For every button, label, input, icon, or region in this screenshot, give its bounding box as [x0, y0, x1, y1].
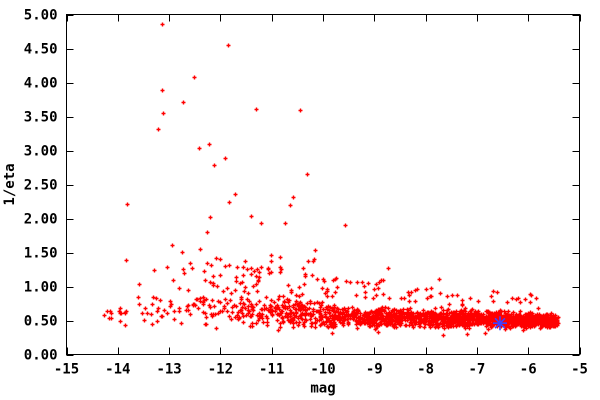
x-tick-label: -7 — [468, 362, 485, 378]
y-tick-label: 4.00 — [24, 76, 58, 92]
x-tick-label: -14 — [105, 362, 130, 378]
x-tick-label: -8 — [417, 362, 434, 378]
y-tick-label: 0.50 — [24, 314, 58, 330]
y-tick-label: 5.00 — [24, 8, 58, 24]
x-tick-label: -13 — [156, 362, 181, 378]
y-tick-label: 4.50 — [24, 42, 58, 58]
x-tick-label: -12 — [208, 362, 233, 378]
x-axis-label: mag — [310, 381, 335, 397]
y-tick-label: 3.00 — [24, 144, 58, 160]
x-tick-label: -6 — [520, 362, 537, 378]
y-tick-label: 2.00 — [24, 212, 58, 228]
x-tick-label: -9 — [366, 362, 383, 378]
x-tick-label: -11 — [259, 362, 284, 378]
y-tick-label: 0.00 — [24, 348, 58, 364]
y-tick-label: 3.50 — [24, 110, 58, 126]
scatter-points — [102, 22, 561, 338]
y-tick-label: 1.50 — [24, 246, 58, 262]
x-tick-label: -5 — [571, 362, 588, 378]
y-tick-label: 2.50 — [24, 178, 58, 194]
y-axis-label: 1/eta — [2, 163, 18, 205]
axis-ticks — [66, 14, 581, 356]
highlight-point — [492, 316, 507, 331]
y-tick-label: 1.00 — [24, 280, 58, 296]
x-tick-label: -10 — [310, 362, 335, 378]
x-tick-label: -15 — [54, 362, 79, 378]
